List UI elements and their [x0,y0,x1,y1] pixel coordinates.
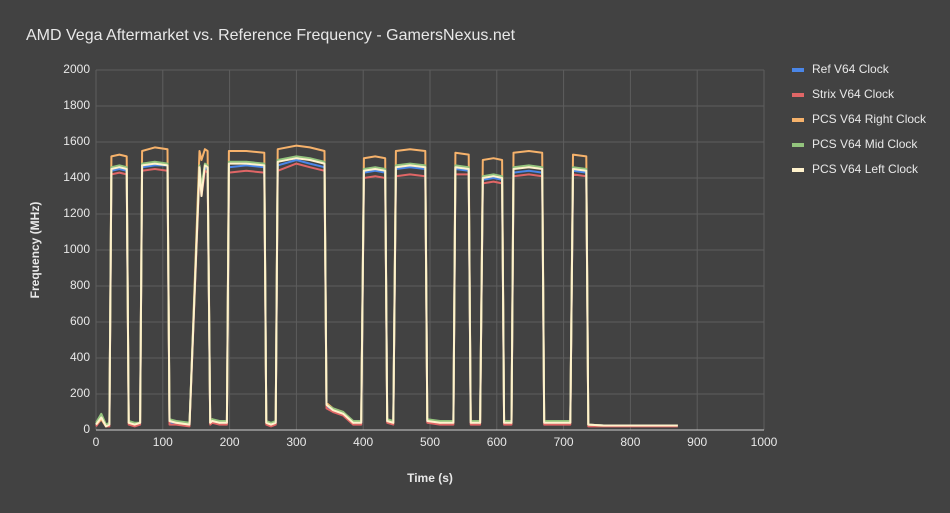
y-tick-label: 600 [70,314,90,328]
y-tick-label: 2000 [63,62,90,76]
series-line [95,157,678,428]
x-tick-label: 900 [687,435,707,449]
x-tick-label: 300 [286,435,306,449]
y-axis-label: Frequency (MHz) [28,202,42,299]
x-tick-label: 400 [353,435,373,449]
y-tick-label: 1400 [63,170,90,184]
y-tick-label: 1800 [63,98,90,112]
x-tick-label: 500 [420,435,440,449]
x-tick-label: 600 [487,435,507,449]
x-tick-label: 100 [153,435,173,449]
legend-swatch [792,143,804,147]
y-tick-label: 0 [83,422,90,436]
legend-swatch [792,68,804,72]
y-tick-label: 200 [70,386,90,400]
x-tick-label: 200 [220,435,240,449]
chart-title: AMD Vega Aftermarket vs. Reference Frequ… [26,27,516,44]
x-tick-label: 1000 [751,435,778,449]
legend-swatch [792,93,804,97]
y-tick-label: 1600 [63,134,90,148]
x-tick-label: 800 [620,435,640,449]
legend-label: Strix V64 Clock [812,87,895,101]
y-tick-label: 1200 [63,206,90,220]
legend-swatch [792,168,804,172]
legend-label: PCS V64 Mid Clock [812,137,918,151]
x-tick-label: 700 [554,435,574,449]
legend-label: PCS V64 Right Clock [812,112,927,126]
x-axis-label: Time (s) [407,471,453,485]
y-tick-label: 1000 [63,242,90,256]
legend-label: PCS V64 Left Clock [812,162,919,176]
legend-label: Ref V64 Clock [812,62,890,76]
legend-swatch [792,118,804,122]
x-tick-label: 0 [93,435,100,449]
y-tick-label: 800 [70,278,90,292]
y-tick-label: 400 [70,350,90,364]
